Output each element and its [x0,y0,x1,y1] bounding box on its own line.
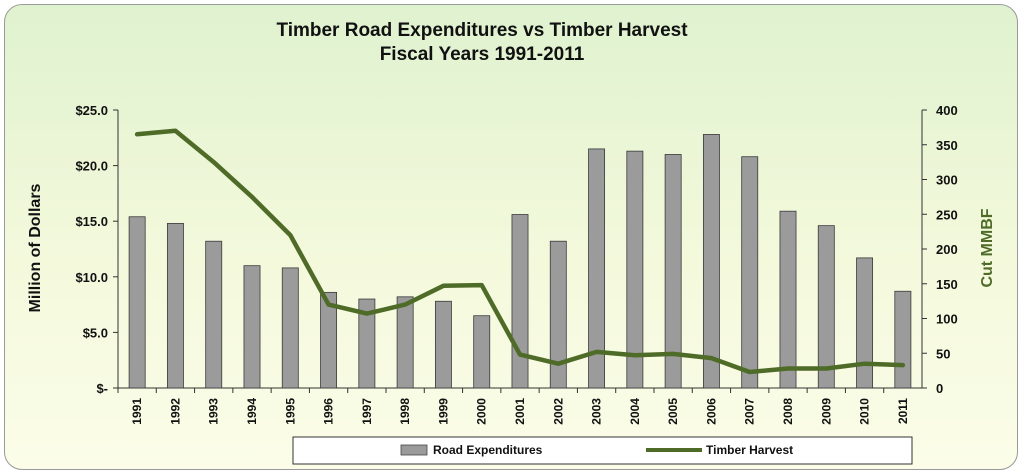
x-tick-label: 1994 [245,398,259,425]
bar [549,240,567,389]
x-tick-label: 2005 [666,398,680,425]
y2-tick-label: 150 [936,277,958,292]
bar [434,300,452,389]
x-tick-label: 1992 [168,398,182,425]
y-tick-label: $20.0 [75,159,108,174]
bar [166,223,184,389]
x-tick-label: 1991 [130,398,144,425]
legend-swatch-road-expenditures [400,444,428,456]
plot-area: $- $5.0 $10.0 $15.0 $20.0 $25.0 0 50 100 150 200 25… [75,103,957,425]
y2-tick-label: 100 [936,312,958,327]
bar [702,134,720,389]
bar [358,298,376,389]
y2-tick-label: 400 [936,103,958,118]
bar [473,315,491,389]
y2-tick-label: 300 [936,173,958,188]
x-tick-label: 1995 [283,398,297,425]
legend-label-road-expenditures: Road Expenditures [433,443,543,457]
bar [128,216,146,389]
x-tick-label: 2009 [819,398,833,425]
x-tick-label: 2011 [896,398,910,424]
x-tick-label: 2006 [704,398,718,425]
x-tick-label: 2004 [628,398,642,425]
y2-tick-label: 250 [936,207,958,222]
x-tick-label: 1999 [436,398,450,425]
bar [588,148,606,389]
legend: Road Expenditures Timber Harvest [292,436,913,465]
bar [626,150,644,389]
series-line-timber-harvest [134,128,906,375]
chart-subtitle: Fiscal Years 1991-2011 [380,44,585,65]
y-tick-label: $- [96,381,108,396]
y-tick-label: $10.0 [75,270,108,285]
x-tick-label: 2000 [475,398,489,425]
bar [664,154,682,389]
y2-axis-title: Cut MMBF [979,208,996,287]
bar [856,257,874,389]
x-tick-label: 2003 [590,398,604,425]
bar [281,267,299,389]
x-tick-label: 2007 [743,398,757,425]
legend-label-timber-harvest: Timber Harvest [706,443,793,457]
legend-box [292,436,913,465]
chart-title: Timber Road Expenditures vs Timber Harve… [276,20,688,41]
y-tick-label: $15.0 [75,214,108,229]
y2-tick-label: 0 [936,381,943,396]
x-tick-label: 2001 [513,398,527,425]
x-tick-label: 1998 [398,398,412,425]
y2-tick-label: 50 [936,346,950,361]
x-tick-label: 1997 [360,398,374,425]
y-tick-label: $5.0 [83,325,108,340]
x-tick-label: 1993 [207,398,221,425]
y2-tick-label: 350 [936,138,958,153]
y2-tick-label: 200 [936,242,958,257]
bar [779,210,797,389]
bar [817,225,835,389]
x-tick-label: 2008 [781,398,795,425]
x-tick-label: 2002 [551,398,565,425]
bar [511,214,529,389]
x-tick-label: 2010 [858,398,872,425]
bar [320,291,338,389]
bar [243,265,261,389]
bar [396,296,414,389]
x-tick-label: 1996 [322,398,336,425]
y-tick-label: $25.0 [75,103,108,118]
bar [894,290,912,389]
bar [741,156,759,389]
y-axis-title: Million of Dollars [27,183,44,312]
bar [205,240,223,389]
